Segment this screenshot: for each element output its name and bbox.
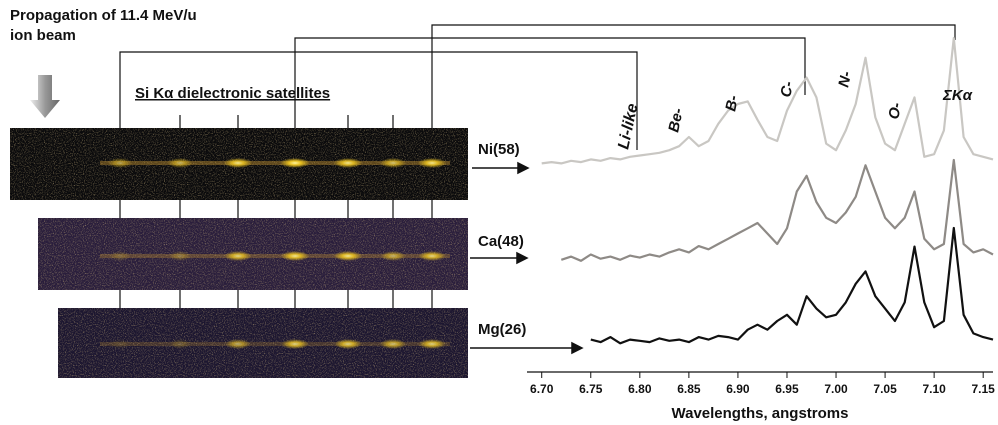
image-spot [418, 339, 446, 349]
image-spot [280, 158, 310, 168]
peak-label: Be- [665, 107, 687, 134]
x-tick-label: 7.05 [873, 382, 897, 396]
title: Propagation of 11.4 MeV/u [10, 7, 197, 24]
image-streak [100, 254, 450, 258]
beam-arrow [30, 75, 60, 118]
x-tick-label: 7.15 [972, 382, 996, 396]
spectrum-line [541, 36, 994, 165]
image-streak [100, 342, 450, 346]
x-tick-label: 6.85 [677, 382, 701, 396]
image-spot [333, 158, 363, 168]
x-tick-label: 6.90 [726, 382, 750, 396]
peak-label: O- [885, 101, 905, 121]
image-streak [100, 161, 450, 165]
image-spot [280, 251, 310, 261]
x-tick-label: 6.70 [530, 382, 554, 396]
image-spot [379, 339, 407, 349]
image-spot [169, 251, 191, 261]
peak-label: N- [835, 70, 855, 89]
peak-label: ΣKα [942, 87, 973, 104]
image-spot [379, 158, 407, 168]
x-tick-label: 6.80 [628, 382, 652, 396]
image-spot [380, 251, 406, 261]
brackets [119, 24, 956, 308]
subtitle: ion beam [10, 27, 76, 44]
image-spot [333, 251, 363, 261]
image-spot [108, 158, 132, 168]
image-spot [224, 251, 252, 261]
legend-label: Ca(48) [478, 233, 524, 250]
x-tick-label: 7.10 [922, 382, 946, 396]
x-tick-label: 7.00 [824, 382, 848, 396]
peak-label: Li-like [615, 102, 641, 151]
image-label: Si Kα dielectronic satellites [135, 85, 330, 102]
image-spot [169, 339, 191, 349]
image-spot [334, 339, 362, 349]
image-spot [418, 251, 446, 261]
image-spot [110, 339, 130, 349]
peak-label: B- [722, 94, 742, 113]
image-spot [225, 339, 251, 349]
legend-label: Ni(58) [478, 141, 520, 158]
image-spot [109, 251, 131, 261]
image-spot [417, 158, 447, 168]
image-spot [223, 158, 253, 168]
arrows [470, 161, 584, 355]
image-spot [281, 339, 309, 349]
legend-label: Mg(26) [478, 321, 526, 338]
spectrum-line [560, 158, 994, 262]
x-tick-label: 6.75 [579, 382, 603, 396]
spectrum-line [590, 226, 994, 345]
image-spot [167, 158, 193, 168]
x-axis-title: Wavelengths, angstroms [672, 405, 849, 422]
x-tick-label: 6.95 [775, 382, 799, 396]
detector-images [10, 128, 468, 378]
peak-label: C- [777, 80, 797, 99]
